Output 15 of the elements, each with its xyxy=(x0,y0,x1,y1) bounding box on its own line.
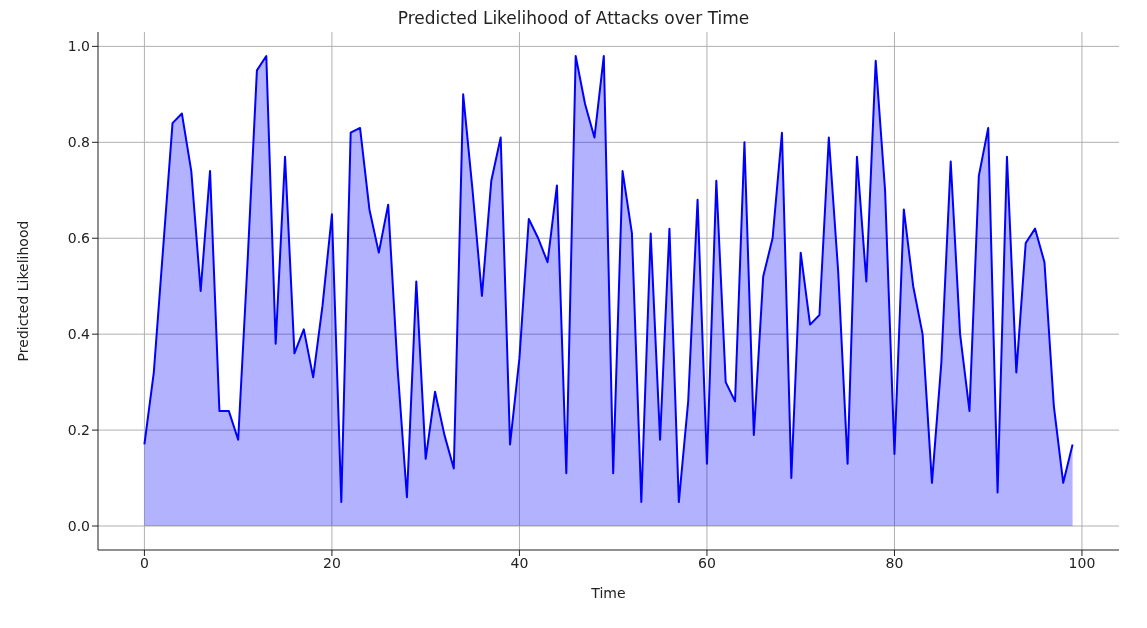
chart-title: Predicted Likelihood of Attacks over Time xyxy=(396,8,751,28)
y-tick-label: 0.8 xyxy=(67,134,90,151)
x-tick-label: 80 xyxy=(885,554,904,571)
y-tick-label: 0.6 xyxy=(67,230,91,247)
x-tick-label: 20 xyxy=(323,554,341,571)
x-tick-label: 60 xyxy=(698,554,716,571)
x-tick-label: 0 xyxy=(139,554,149,571)
y-axis-title: Predicted Likelihood xyxy=(14,220,31,362)
y-tick-label: 0.0 xyxy=(67,517,90,534)
y-tick-label: 0.2 xyxy=(67,422,90,439)
y-tick-label: 0.4 xyxy=(67,326,91,343)
y-tick-label: 1.0 xyxy=(67,38,90,55)
x-axis-title: Time xyxy=(590,585,626,601)
x-tick-label: 40 xyxy=(510,554,529,571)
x-tick-label: 100 xyxy=(1068,554,1096,571)
